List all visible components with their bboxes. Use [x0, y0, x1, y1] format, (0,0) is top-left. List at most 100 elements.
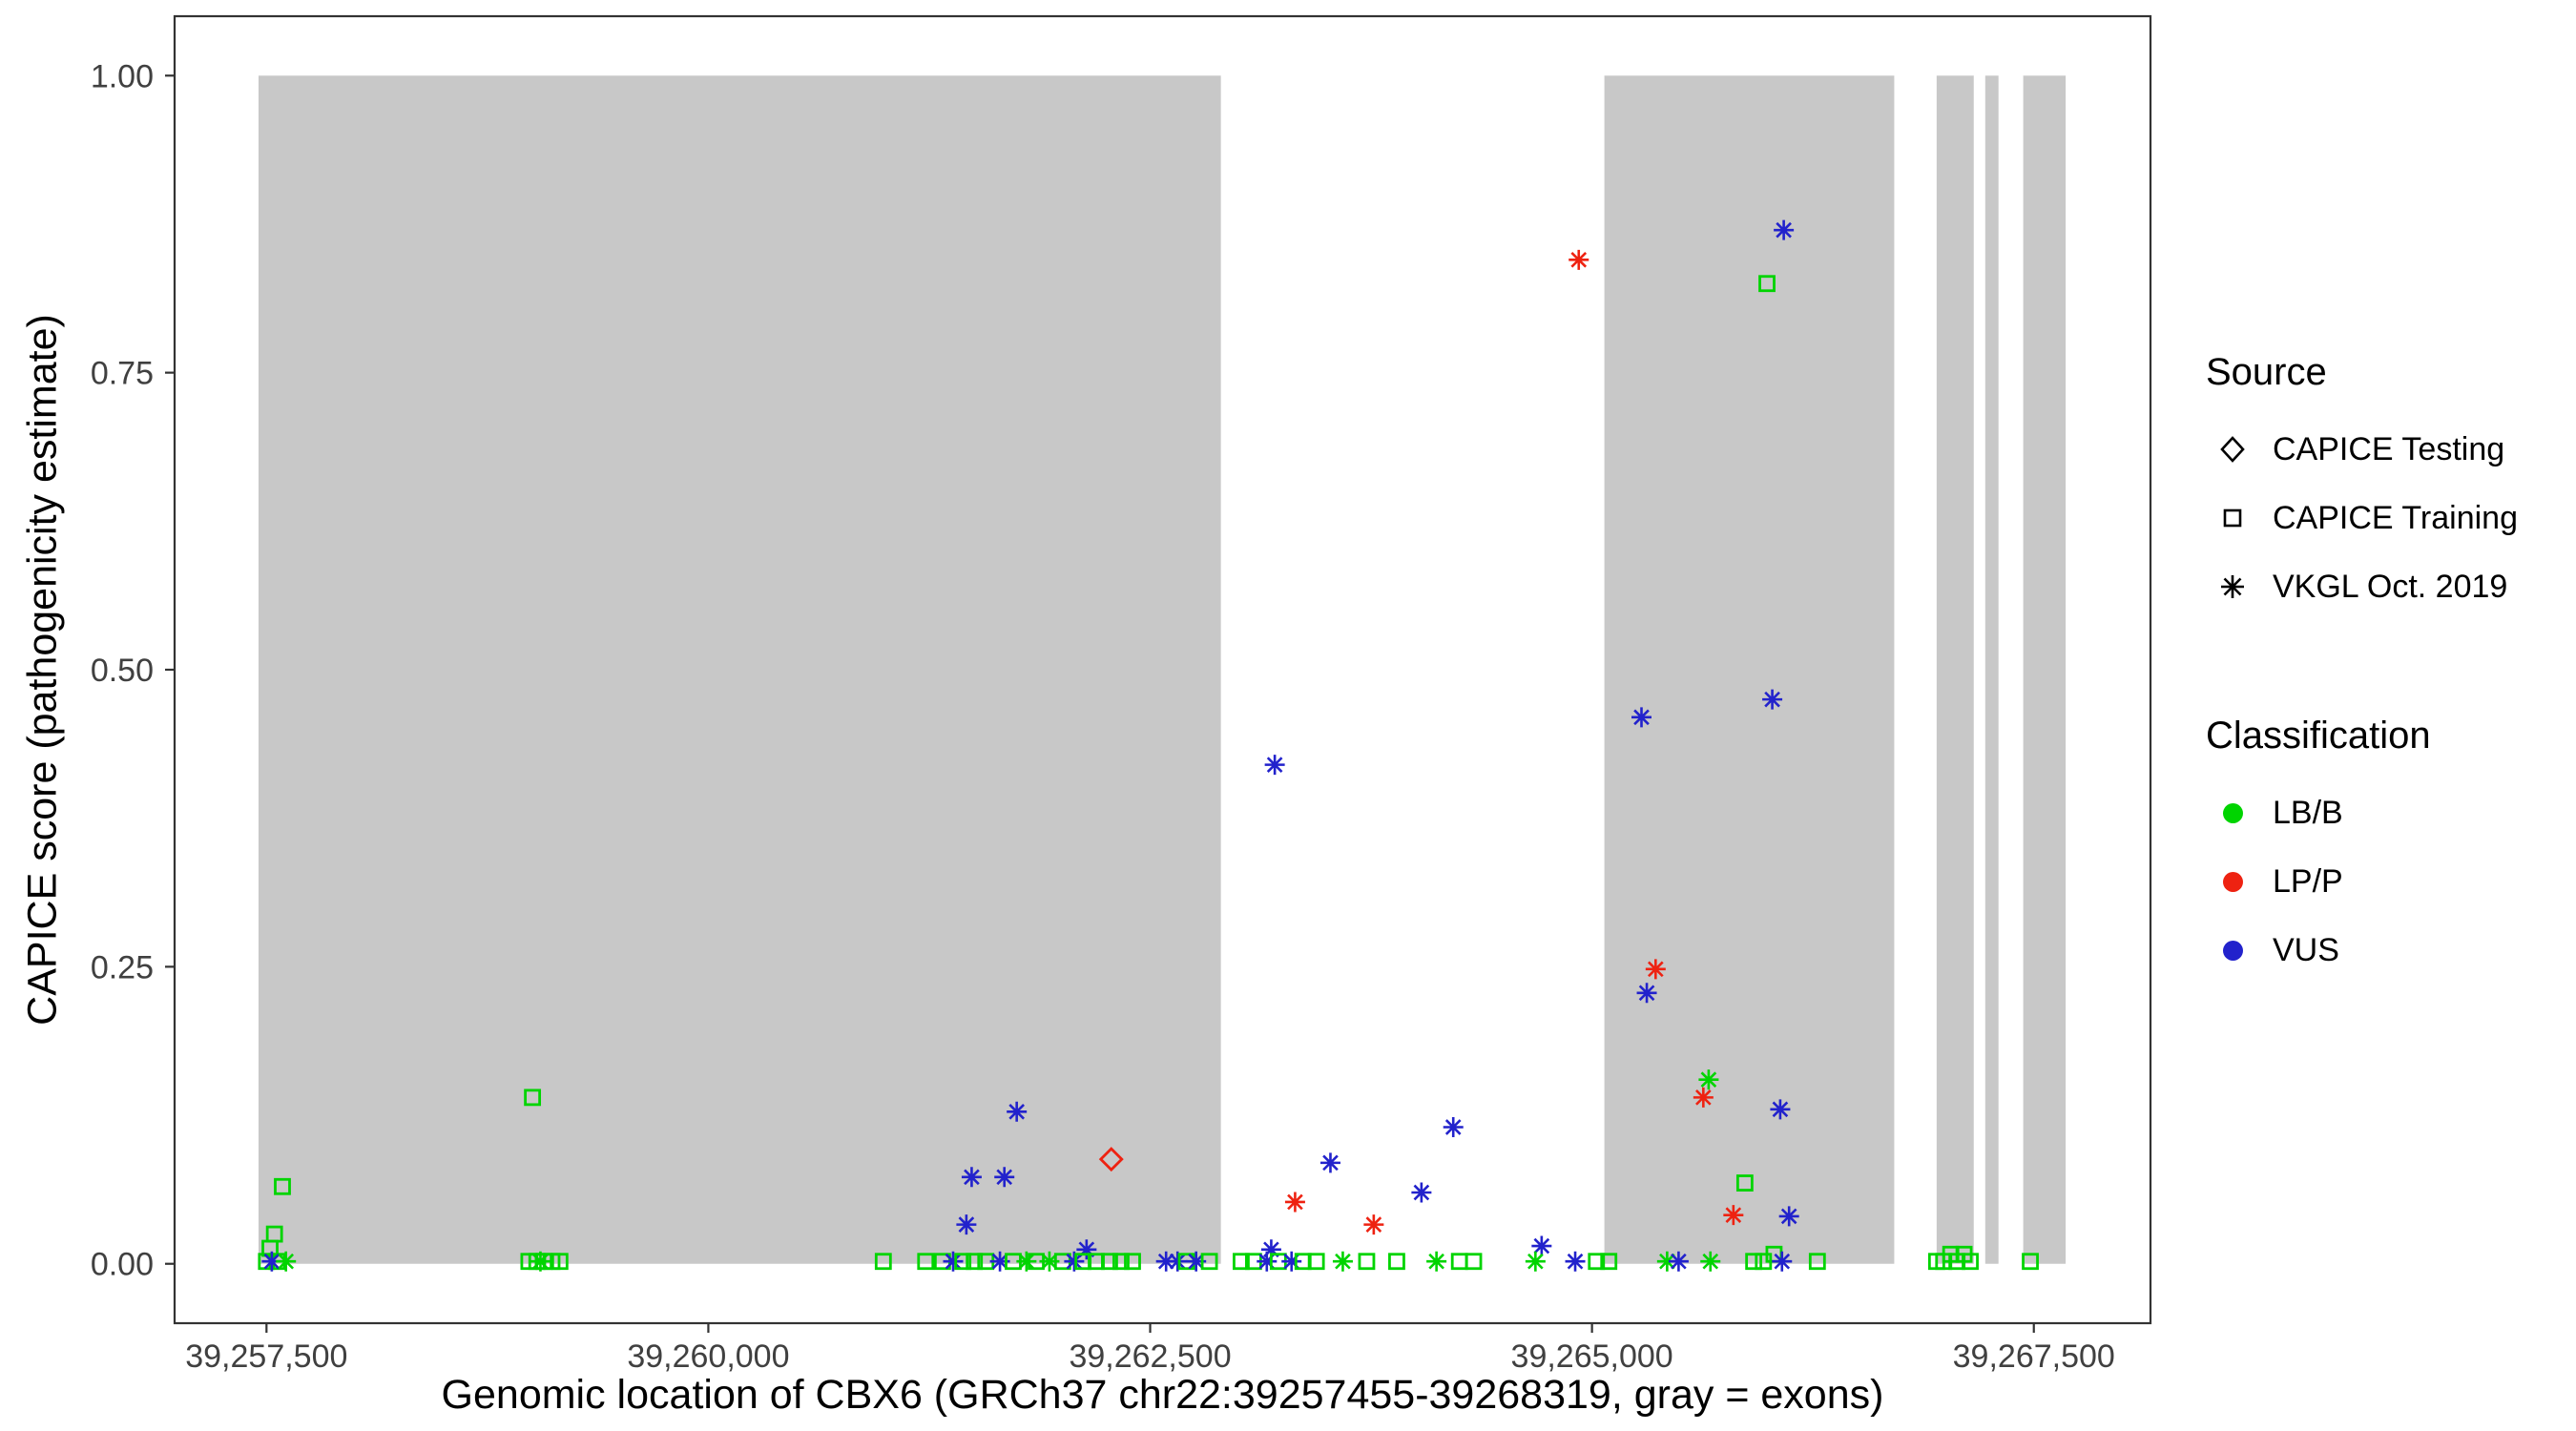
point-asterisk — [1260, 1239, 1281, 1260]
point-asterisk — [1016, 1251, 1037, 1272]
point-asterisk — [261, 1251, 282, 1272]
x-tick-label: 39,265,000 — [1511, 1338, 1673, 1375]
legend-item-capice-testing: CAPICE Testing — [2206, 415, 2568, 484]
point-asterisk — [1774, 219, 1795, 240]
exon-band — [1604, 75, 1895, 1264]
legend-source-title: Source — [2206, 351, 2327, 393]
axes: 39,257,500 39,260,000 39,262,500 39,265,000… — [91, 58, 2115, 1375]
y-tick-label: 0.50 — [91, 653, 154, 689]
point-square — [1112, 1253, 1130, 1271]
y-tick-label: 0.25 — [91, 949, 154, 985]
x-tick-label: 39,267,500 — [1953, 1338, 2115, 1375]
point-square — [1124, 1253, 1141, 1271]
point-asterisk — [1565, 1251, 1586, 1272]
point-square — [954, 1253, 972, 1271]
blue-dot-icon — [2206, 940, 2259, 961]
point-asterisk — [956, 1214, 977, 1235]
point-square — [1735, 1174, 1754, 1192]
point-square — [1962, 1253, 1979, 1271]
point-asterisk — [1568, 249, 1589, 270]
red-dot-icon — [2206, 871, 2259, 892]
point-asterisk — [994, 1167, 1015, 1188]
point-square — [1307, 1253, 1325, 1271]
point-square — [1600, 1253, 1618, 1271]
point-asterisk — [1039, 1251, 1060, 1272]
exon-band — [1936, 75, 1974, 1264]
point-asterisk — [1155, 1251, 1176, 1272]
legend-label: LB/B — [2273, 794, 2343, 831]
point-square — [874, 1253, 892, 1271]
point-asterisk — [1426, 1251, 1447, 1272]
x-axis-title: Genomic location of CBX6 (GRCh37 chr22:3… — [441, 1372, 1884, 1418]
green-dot-icon — [2206, 802, 2259, 823]
point-square — [1233, 1253, 1250, 1271]
exon-band — [2023, 75, 2067, 1264]
point-asterisk — [989, 1251, 1010, 1272]
point-asterisk — [961, 1167, 982, 1188]
legend-item-lbb: LB/B — [2206, 778, 2568, 847]
y-tick-label: 0.75 — [91, 356, 154, 392]
x-tick-label: 39,257,500 — [185, 1338, 347, 1375]
point-asterisk — [1264, 755, 1285, 776]
point-asterisk — [1007, 1101, 1028, 1122]
square-icon — [2206, 499, 2259, 537]
point-asterisk — [1186, 1251, 1207, 1272]
point-square — [1358, 1253, 1376, 1271]
y-tick-label: 0.00 — [91, 1247, 154, 1283]
legend-label: CAPICE Training — [2273, 499, 2518, 536]
y-tick-label: 1.00 — [91, 58, 154, 94]
point-asterisk — [276, 1251, 297, 1272]
exon-band — [1984, 75, 1999, 1264]
point-asterisk — [1645, 959, 1666, 980]
point-asterisk — [1668, 1251, 1689, 1272]
point-asterisk — [1656, 1251, 1677, 1272]
point-square — [1450, 1253, 1468, 1271]
point-square — [274, 1177, 291, 1195]
point-asterisk — [1319, 1152, 1340, 1173]
point-square — [1388, 1253, 1405, 1271]
point-square — [1200, 1253, 1218, 1271]
x-tick-label: 39,262,500 — [1069, 1338, 1231, 1375]
legend-label: VUS — [2273, 931, 2339, 968]
point-diamond — [1098, 1147, 1124, 1172]
point-asterisk — [1531, 1235, 1552, 1256]
point-asterisk — [1525, 1251, 1546, 1272]
point-asterisk — [1064, 1251, 1085, 1272]
point-asterisk — [1076, 1239, 1097, 1260]
point-asterisk — [1770, 1099, 1791, 1120]
point-asterisk — [1693, 1087, 1714, 1108]
point-square — [1588, 1253, 1606, 1271]
point-square — [1745, 1253, 1763, 1271]
point-square — [1465, 1253, 1483, 1271]
point-asterisk — [943, 1251, 964, 1272]
point-asterisk — [1332, 1251, 1353, 1272]
diamond-icon — [2206, 430, 2259, 468]
panel-border — [173, 14, 2152, 1325]
legend-item-vkgl: VKGL Oct. 2019 — [2206, 552, 2568, 621]
point-asterisk — [530, 1251, 551, 1272]
point-asterisk — [1167, 1251, 1188, 1272]
x-tick-label: 39,260,000 — [627, 1338, 789, 1375]
point-asterisk — [1700, 1251, 1721, 1272]
point-asterisk — [1281, 1251, 1302, 1272]
point-square — [524, 1089, 542, 1107]
exon-bands — [258, 75, 2067, 1264]
point-asterisk — [1762, 689, 1783, 710]
point-square — [1808, 1253, 1826, 1271]
point-asterisk — [1772, 1251, 1793, 1272]
point-asterisk — [1698, 1069, 1719, 1090]
point-square — [1101, 1253, 1118, 1271]
point-square — [1758, 275, 1776, 293]
point-asterisk — [1723, 1205, 1744, 1226]
point-square — [551, 1253, 569, 1271]
legend-label: LP/P — [2273, 862, 2343, 900]
legend: Source CAPICE Testing CAPICE Training — [2206, 348, 2568, 985]
point-square — [966, 1253, 984, 1271]
legend-item-capice-training: CAPICE Training — [2206, 484, 2568, 552]
asterisk-icon — [2206, 568, 2259, 606]
point-square — [2022, 1253, 2039, 1271]
point-asterisk — [1363, 1214, 1384, 1235]
legend-item-vus: VUS — [2206, 916, 2568, 985]
